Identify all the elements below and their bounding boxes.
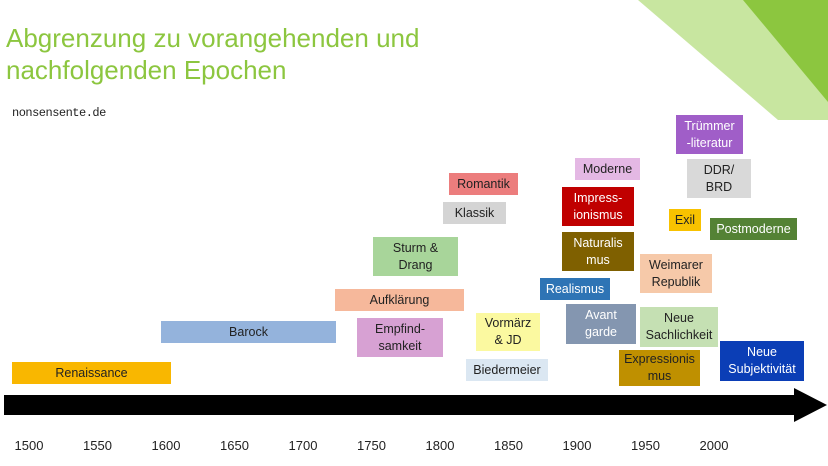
axis-tick-label: 1600 <box>151 438 181 453</box>
title-line-1: Abgrenzung zu vorangehenden und <box>6 23 420 53</box>
epoch-empfindsamkeit: Empfind- samkeit <box>357 318 443 357</box>
axis-tick-label: 2000 <box>699 438 729 453</box>
epoch-barock: Barock <box>161 321 336 343</box>
epoch-weimarer-republik: Weimarer Republik <box>640 254 712 293</box>
epoch-vormaerz-jd: Vormärz & JD <box>476 313 540 351</box>
epoch-klassik: Klassik <box>443 202 506 224</box>
epoch-realismus: Realismus <box>540 278 610 300</box>
epoch-aufklaerung: Aufklärung <box>335 289 464 311</box>
title-line-2: nachfolgenden Epochen <box>6 55 287 85</box>
decorative-green-triangles <box>638 0 828 120</box>
axis-tick-label: 1700 <box>288 438 318 453</box>
timeline-arrow <box>4 388 827 422</box>
axis-tick-label: 1900 <box>562 438 592 453</box>
epoch-romantik: Romantik <box>449 173 518 195</box>
epoch-neue-subjektivitaet: Neue Subjektivität <box>720 341 804 381</box>
slide-title: Abgrenzung zu vorangehenden und nachfolg… <box>6 22 566 86</box>
epoch-neue-sachlichkeit: Neue Sachlichkeit <box>640 307 718 347</box>
epoch-impressionismus: Impress- ionismus <box>562 187 634 226</box>
axis-tick-label: 1750 <box>357 438 386 453</box>
timeline-arrow-shaft <box>4 395 796 415</box>
epoch-truemmerliteratur: Trümmer -literatur <box>676 115 743 154</box>
epoch-sturm-und-drang: Sturm & Drang <box>373 237 458 276</box>
axis-tick-label: 1500 <box>14 438 44 453</box>
epoch-moderne: Moderne <box>575 158 640 180</box>
epoch-expressionismus: Expressionis mus <box>619 350 700 386</box>
axis-tick-label: 1550 <box>83 438 112 453</box>
epoch-avantgarde: Avant garde <box>566 304 636 344</box>
epoch-exil: Exil <box>669 209 701 231</box>
axis-tick-label: 1650 <box>220 438 249 453</box>
source-credit: nonsensente.de <box>12 106 106 120</box>
axis-tick-label: 1850 <box>494 438 523 453</box>
timeline-arrow-head <box>794 388 827 422</box>
epoch-renaissance: Renaissance <box>12 362 171 384</box>
epoch-postmoderne: Postmoderne <box>710 218 797 240</box>
epoch-biedermeier: Biedermeier <box>466 359 548 381</box>
decor-triangle-dark <box>743 0 828 102</box>
epoch-ddr-brd: DDR/ BRD <box>687 159 751 198</box>
axis-tick-label: 1800 <box>425 438 455 453</box>
axis-tick-label: 1950 <box>631 438 660 453</box>
epoch-naturalismus: Naturalis mus <box>562 232 634 271</box>
